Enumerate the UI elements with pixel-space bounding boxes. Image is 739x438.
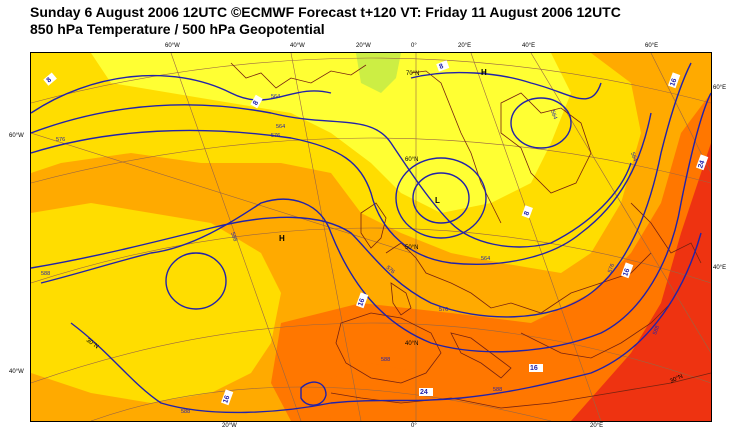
temperature-label: 8 [523, 210, 531, 216]
top-tick-40w: 40°W [290, 43, 305, 49]
geopotential-label-group: 564 576 576 564 588 588 588 576 564 576 … [41, 94, 661, 415]
geopotential-label: 588 [41, 271, 50, 277]
geopotential-label: 588 [229, 232, 238, 243]
geopotential-label: 588 [652, 325, 661, 336]
temperature-label: 16 [622, 268, 631, 278]
forecast-map: 70°N 60°N 50°N 40°N 30°N 30°N H H L 564 … [30, 52, 712, 422]
geopotential-label: 576 [439, 307, 448, 313]
temperature-label: 16 [357, 298, 366, 308]
left-tick-40w: 40°W [9, 369, 24, 375]
hot-zone [271, 93, 711, 421]
geopotential-label: 564 [549, 110, 558, 121]
geopotential-label: 576 [385, 265, 396, 276]
geopotential-label: 576 [56, 137, 65, 143]
lat-label-70n: 70°N [406, 71, 419, 77]
bottom-tick-20e: 20°E [590, 423, 604, 429]
bottom-tick-20w: 20°W [222, 423, 237, 429]
top-tick-40e: 40°E [522, 43, 536, 49]
bottom-tick-0: 0° [411, 423, 417, 429]
top-tick-20e: 20°E [458, 43, 472, 49]
lat-label-50n: 50°N [405, 245, 418, 251]
geopotential-label: 564 [629, 152, 638, 163]
temperature-label: 16 [530, 365, 538, 372]
geopotential-label: 588 [493, 387, 502, 393]
lat-label-60n: 60°N [405, 157, 418, 163]
lat-label-30n-east: 30°N [669, 374, 684, 385]
temperature-label: 16 [222, 395, 231, 405]
map-svg: 70°N 60°N 50°N 40°N 30°N 30°N H H L 564 … [31, 53, 711, 421]
high-center-atlantic: H [279, 234, 285, 243]
temperature-label-group: 8 8 8 8 16 16 16 16 24 24 16 [43, 60, 709, 406]
temperature-label: 24 [697, 160, 706, 170]
low-center-northsea: L [435, 196, 440, 205]
top-tick-20w: 20°W [356, 43, 371, 49]
top-tick-60e: 60°E [645, 43, 659, 49]
title-line-1: Sunday 6 August 2006 12UTC ©ECMWF Foreca… [30, 4, 621, 20]
very-hot-zone [571, 143, 711, 421]
right-tick-40e: 40°E [713, 265, 727, 271]
very-hot-zone-iberia [321, 363, 451, 421]
temperature-label: 24 [420, 389, 428, 396]
geopotential-label: 564 [276, 124, 285, 130]
geopotential-label: 588 [381, 357, 390, 363]
geopotential-label: 564 [271, 94, 280, 100]
geopotential-label: 564 [481, 256, 490, 262]
temperature-label: 16 [669, 78, 678, 88]
high-center-north: H [481, 68, 487, 77]
coastlines [230, 62, 711, 409]
title-block: Sunday 6 August 2006 12UTC ©ECMWF Foreca… [30, 4, 621, 38]
geopotential-contours [31, 62, 711, 414]
top-tick-60w: 60°W [165, 43, 180, 49]
cold-zone [356, 53, 401, 93]
mild-zone-west [31, 203, 281, 403]
temperature-label: 8 [438, 63, 444, 71]
left-tick-60w: 60°W [9, 133, 24, 139]
graticule [31, 53, 711, 421]
top-tick-0: 0° [411, 43, 417, 49]
right-tick-60e: 60°E [713, 85, 727, 91]
temperature-label: 8 [45, 77, 53, 85]
title-line-2: 850 hPa Temperature / 500 hPa Geopotenti… [30, 21, 325, 37]
temperature-label: 8 [252, 100, 260, 107]
geopotential-label: 576 [271, 133, 280, 139]
geopotential-label: 588 [181, 409, 190, 415]
geopotential-label: 576 [607, 263, 616, 274]
lat-label-40n: 40°N [405, 341, 418, 347]
cool-zone [91, 53, 571, 213]
